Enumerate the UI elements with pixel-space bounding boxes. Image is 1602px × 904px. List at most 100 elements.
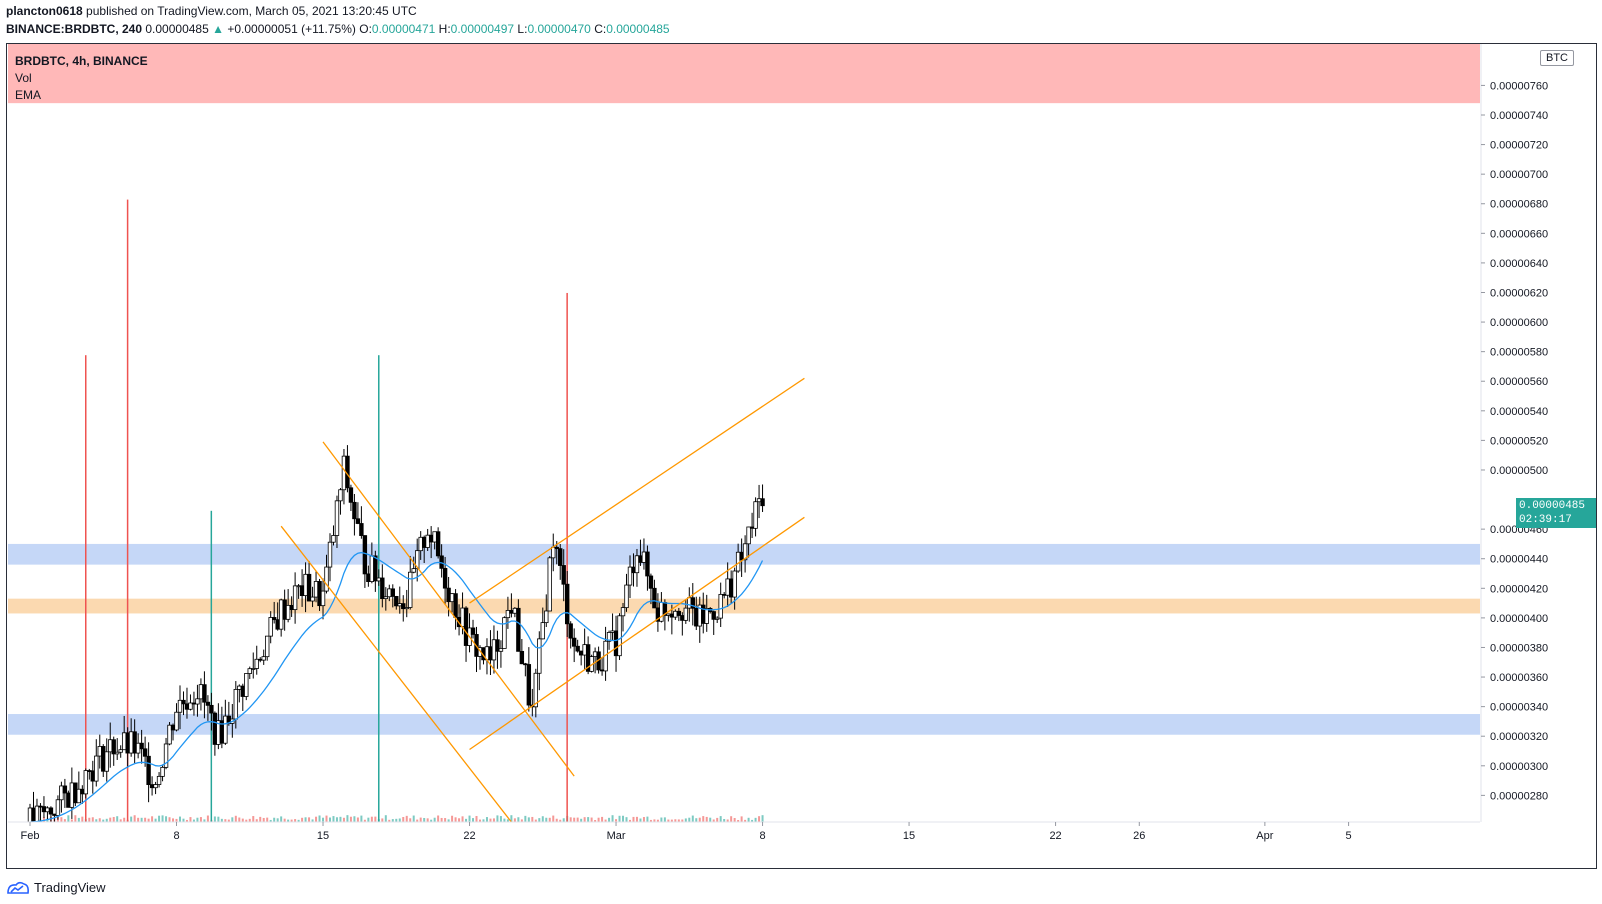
volume-bar bbox=[245, 819, 248, 822]
volume-bar bbox=[499, 816, 502, 822]
candle-body bbox=[435, 531, 441, 557]
y-tick-label: 0.00000360 bbox=[1490, 672, 1548, 684]
candle-body bbox=[648, 575, 654, 589]
volume-bar bbox=[140, 817, 143, 822]
volume-bar bbox=[398, 818, 401, 822]
currency-badge[interactable]: BTC bbox=[1540, 50, 1574, 66]
volume-bar bbox=[611, 815, 614, 822]
volume-bar bbox=[339, 816, 342, 822]
volume-bar bbox=[754, 817, 757, 822]
volume-bar bbox=[290, 819, 293, 822]
low-value: 0.00000470 bbox=[527, 22, 591, 36]
volume-bar bbox=[419, 817, 422, 822]
volume-bar bbox=[667, 819, 670, 822]
candle-body bbox=[645, 551, 650, 577]
footer-logo[interactable]: TradingView bbox=[6, 880, 106, 895]
candle-body bbox=[258, 658, 263, 661]
volume-bar bbox=[458, 818, 461, 822]
legend-title[interactable]: BRDBTC, 4h, BINANCE bbox=[15, 54, 148, 68]
volume-bar bbox=[349, 816, 352, 822]
candle-body bbox=[638, 555, 643, 563]
candle-body bbox=[756, 498, 762, 503]
candle-body bbox=[537, 638, 542, 674]
candle-body bbox=[132, 731, 137, 754]
volume-bar bbox=[538, 818, 541, 822]
publish-line: plancton0618 published on TradingView.co… bbox=[6, 4, 417, 18]
volume-bar bbox=[622, 815, 625, 822]
candle-body bbox=[205, 701, 211, 706]
candle-body bbox=[310, 596, 315, 602]
volume-bar bbox=[409, 818, 412, 822]
volume-bar bbox=[552, 815, 555, 822]
volume-bar bbox=[744, 819, 747, 822]
candle-body bbox=[505, 610, 511, 619]
volume-bar bbox=[374, 816, 377, 822]
volume-bar bbox=[227, 819, 230, 822]
candle-body bbox=[223, 715, 228, 744]
candle-body bbox=[341, 455, 347, 491]
volume-bar bbox=[255, 819, 258, 822]
volume-bar bbox=[112, 816, 115, 822]
volume-bar bbox=[287, 819, 290, 822]
candle-body bbox=[118, 749, 123, 753]
candle-body bbox=[306, 573, 312, 602]
volume-bar bbox=[573, 817, 576, 822]
candle-body bbox=[408, 571, 413, 608]
candle-body bbox=[115, 751, 120, 755]
candle-body bbox=[460, 607, 465, 628]
candle-body bbox=[732, 570, 737, 598]
volume-bar bbox=[203, 819, 206, 822]
volume-bar bbox=[301, 817, 304, 822]
legend-ema[interactable]: EMA bbox=[15, 88, 42, 102]
candle-body bbox=[251, 668, 256, 670]
candle-body bbox=[428, 534, 434, 543]
ohlc-line: BINANCE:BRDBTC, 240 0.00000485 ▲ +0.0000… bbox=[6, 22, 670, 36]
volume-bar bbox=[161, 815, 164, 822]
candle-body bbox=[62, 785, 68, 794]
candle-body bbox=[90, 770, 95, 782]
publish-info: published on TradingView.com, March 05, … bbox=[86, 4, 417, 18]
volume-bar bbox=[213, 816, 216, 822]
x-tick-label: 8 bbox=[759, 830, 765, 842]
candle-body bbox=[191, 702, 197, 705]
candle-body bbox=[285, 604, 291, 620]
candle-body bbox=[104, 751, 109, 772]
change-value: +0.00000051 (+11.75%) bbox=[227, 22, 356, 36]
candle-body bbox=[470, 627, 476, 635]
tradingview-logo-icon bbox=[7, 881, 29, 894]
volume-bar bbox=[569, 817, 572, 822]
volume-bar bbox=[88, 817, 91, 822]
trendline-rising-channel-lower bbox=[469, 516, 805, 751]
volume-bar bbox=[545, 817, 548, 822]
volume-bar bbox=[733, 818, 736, 822]
candle-body bbox=[198, 684, 204, 700]
volume-bar bbox=[182, 818, 185, 822]
x-tick-label: 22 bbox=[463, 830, 475, 842]
candle-body bbox=[135, 742, 141, 754]
candle-body bbox=[568, 623, 573, 639]
candle-body bbox=[327, 541, 333, 568]
legend-vol[interactable]: Vol bbox=[15, 71, 32, 85]
price-axis: 0.00000760 0.00000740 0.00000720 0.00000700… bbox=[1481, 80, 1548, 802]
volume-bar bbox=[559, 819, 562, 822]
candle-body bbox=[338, 489, 343, 502]
volume-bar bbox=[447, 819, 450, 822]
candle-body bbox=[101, 746, 106, 772]
volume-bar bbox=[384, 815, 387, 822]
author-name[interactable]: plancton0618 bbox=[6, 4, 83, 18]
candle-body bbox=[575, 645, 580, 652]
volume-bar bbox=[461, 816, 464, 822]
volume-bar bbox=[562, 818, 565, 822]
volume-bar bbox=[308, 817, 311, 822]
volume-bar bbox=[304, 817, 307, 822]
volume-bar bbox=[590, 817, 593, 822]
candle-body bbox=[442, 567, 448, 589]
close-label: C: bbox=[594, 22, 607, 36]
zone-orange-2 bbox=[8, 598, 1480, 614]
volume-bar bbox=[642, 817, 645, 822]
candle-body bbox=[599, 669, 605, 672]
volume-bar bbox=[346, 815, 349, 822]
candle-body bbox=[292, 585, 298, 611]
volume-spike bbox=[378, 355, 380, 822]
